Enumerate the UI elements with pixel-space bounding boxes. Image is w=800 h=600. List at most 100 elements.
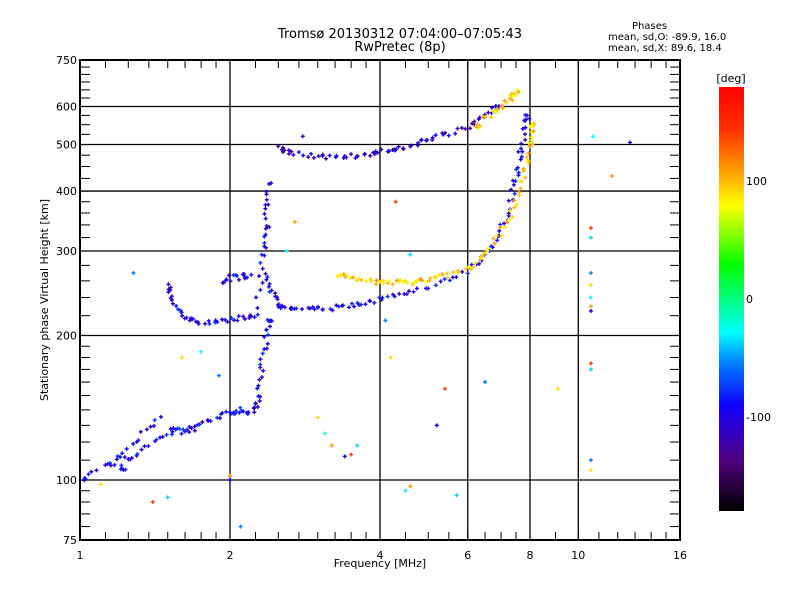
data-point xyxy=(433,133,438,138)
data-point xyxy=(529,135,534,140)
data-point xyxy=(460,269,465,274)
data-point xyxy=(498,225,503,230)
data-point xyxy=(120,466,125,471)
data-point xyxy=(495,238,500,243)
data-point xyxy=(146,444,151,449)
data-point xyxy=(258,287,263,292)
data-point xyxy=(233,411,238,416)
plot-frame xyxy=(79,59,681,541)
data-point xyxy=(494,233,499,238)
data-point xyxy=(396,144,401,149)
data-point xyxy=(588,458,593,463)
data-point xyxy=(512,198,517,203)
data-point xyxy=(185,427,190,432)
data-point xyxy=(255,386,260,391)
data-point xyxy=(469,266,474,271)
data-point xyxy=(226,273,231,278)
data-point xyxy=(506,217,511,222)
data-point xyxy=(187,318,192,323)
data-point xyxy=(523,175,528,180)
data-point xyxy=(403,488,408,493)
data-point xyxy=(312,307,317,312)
data-point xyxy=(291,152,296,157)
data-point xyxy=(334,303,339,308)
data-point xyxy=(311,155,316,160)
data-point xyxy=(310,305,315,310)
data-point xyxy=(182,429,187,434)
data-point xyxy=(408,484,413,489)
data-point xyxy=(220,411,225,416)
data-point xyxy=(510,214,515,219)
data-point xyxy=(262,211,267,216)
data-point xyxy=(184,315,189,320)
data-point xyxy=(437,273,442,278)
y-axis-title: Stationary phase Virtual Height [km] xyxy=(38,199,51,401)
data-point xyxy=(512,191,517,196)
data-point xyxy=(344,273,349,278)
data-point xyxy=(151,423,156,428)
data-point xyxy=(510,98,515,103)
data-point xyxy=(267,225,272,230)
data-point xyxy=(387,149,392,154)
data-point xyxy=(174,303,179,308)
y-tick-labels: 75 100 200 300 400 500 600 750 xyxy=(56,54,77,547)
data-point xyxy=(523,113,528,118)
data-point xyxy=(215,319,220,324)
data-point xyxy=(238,524,243,529)
data-point xyxy=(349,301,354,306)
data-point xyxy=(628,140,633,145)
data-point xyxy=(256,394,261,399)
data-point xyxy=(419,137,424,142)
data-point xyxy=(440,272,445,277)
data-point xyxy=(228,279,233,284)
data-point xyxy=(286,148,291,153)
data-point xyxy=(341,303,346,308)
data-point xyxy=(199,349,204,354)
data-point xyxy=(397,291,402,296)
data-point xyxy=(527,144,532,149)
data-point xyxy=(135,452,140,457)
y-tick-label: 750 xyxy=(56,54,77,67)
data-point xyxy=(523,132,528,137)
data-point xyxy=(263,271,268,276)
data-point xyxy=(260,266,265,271)
x-tick-label: 10 xyxy=(571,549,585,562)
data-point xyxy=(506,198,511,203)
data-point xyxy=(238,405,243,410)
x-tick-labels: 1 2 4 6 8 10 16 xyxy=(77,549,688,562)
data-point xyxy=(258,362,263,367)
data-point xyxy=(406,289,411,294)
data-point xyxy=(512,91,517,96)
data-point xyxy=(430,135,435,140)
data-point xyxy=(485,248,490,253)
data-point xyxy=(289,305,294,310)
data-point xyxy=(356,276,361,281)
data-point xyxy=(249,272,254,277)
data-point xyxy=(588,467,593,472)
chart-subtitle: RwPretec (8p) xyxy=(354,40,446,55)
data-point xyxy=(470,264,475,269)
data-point xyxy=(200,420,205,425)
data-point xyxy=(428,276,433,281)
data-point xyxy=(196,321,201,326)
data-point xyxy=(523,125,528,130)
data-point xyxy=(255,305,260,310)
data-point xyxy=(524,154,529,159)
x-tick-label: 2 xyxy=(227,549,234,562)
data-point xyxy=(257,398,262,403)
x-axis-title: Frequency [MHz] xyxy=(334,557,426,570)
data-point xyxy=(368,153,373,158)
data-point xyxy=(519,141,524,146)
data-point xyxy=(216,373,221,378)
data-point xyxy=(316,154,321,159)
data-point xyxy=(341,272,346,277)
data-point xyxy=(512,205,517,210)
data-point xyxy=(445,271,450,276)
data-point xyxy=(520,126,525,131)
data-point xyxy=(610,173,615,178)
data-point xyxy=(369,278,374,283)
data-point xyxy=(264,189,269,194)
data-point xyxy=(256,383,261,388)
data-point xyxy=(390,282,395,287)
data-point xyxy=(264,277,269,282)
